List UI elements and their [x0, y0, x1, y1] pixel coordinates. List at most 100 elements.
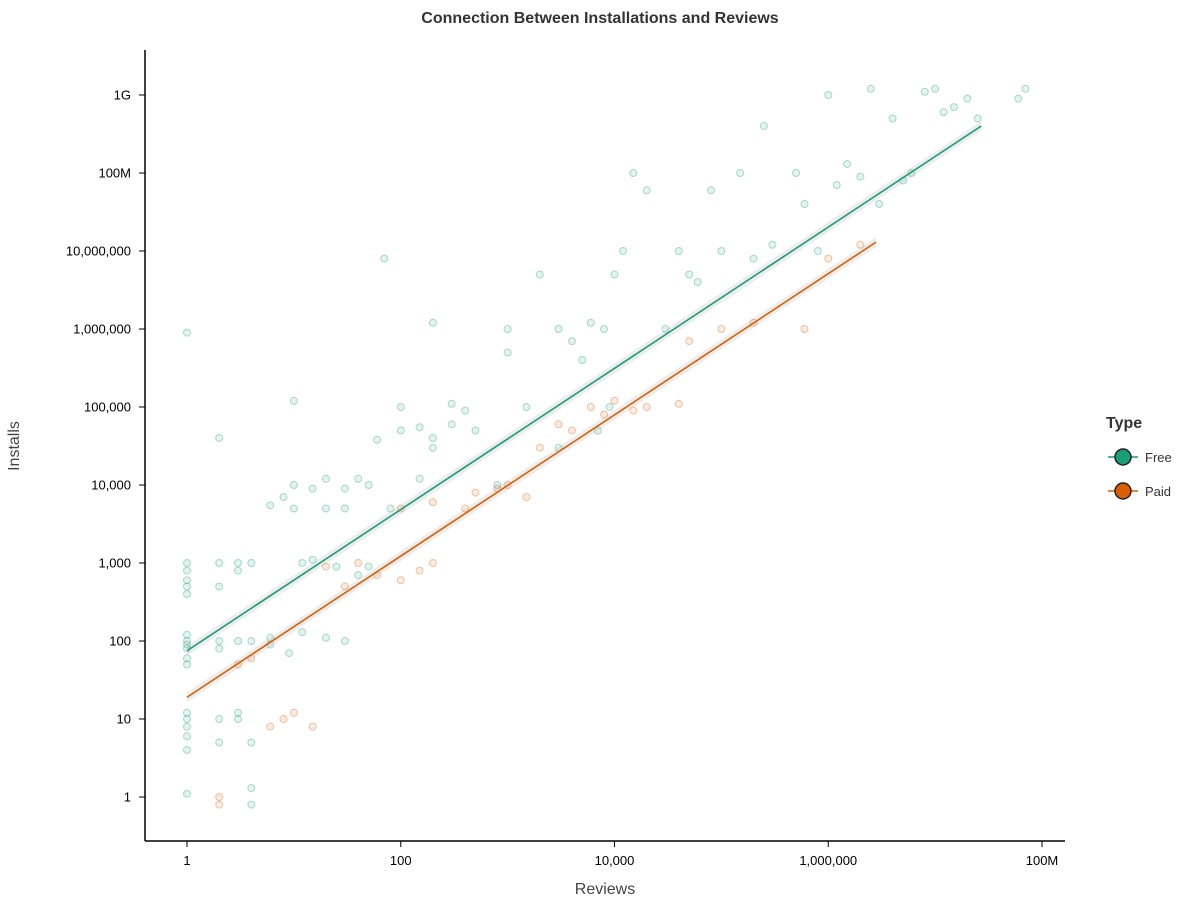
y-tick-label: 100M	[98, 166, 131, 181]
data-point-free	[824, 91, 833, 99]
data-point-free	[813, 247, 822, 255]
x-tick-label: 10,000	[595, 853, 635, 868]
data-point-free	[183, 732, 191, 741]
data-point-free	[234, 566, 242, 575]
data-point-free	[605, 403, 614, 411]
data-point-free	[215, 637, 224, 645]
data-point-free	[308, 484, 317, 493]
data-point-free	[234, 715, 242, 723]
x-axis: 1 100 10,000 1,000,000 100M	[145, 840, 1065, 868]
data-point-paid	[471, 488, 480, 497]
data-point-free	[289, 504, 298, 513]
x-tick-label: 100M	[1026, 853, 1059, 868]
data-point-free	[298, 628, 307, 637]
x-tick-label: 1,000,000	[799, 853, 857, 868]
data-point-free	[535, 270, 544, 279]
data-point-free	[215, 434, 224, 442]
data-point-paid	[856, 240, 865, 249]
data-point-paid	[322, 562, 330, 571]
data-point-free	[285, 649, 293, 658]
data-point-free	[215, 715, 224, 723]
data-point-free	[568, 337, 576, 346]
data-point-free	[396, 403, 405, 411]
data-point-free	[183, 559, 191, 567]
data-point-free	[183, 660, 191, 669]
data-point-free	[396, 426, 405, 435]
y-tick-label: 100	[109, 634, 131, 649]
data-point-paid	[266, 722, 275, 731]
data-point-paid	[685, 337, 694, 346]
data-point-paid	[600, 410, 609, 419]
data-point-paid	[554, 420, 563, 429]
data-point-paid	[568, 426, 576, 435]
data-point-free	[920, 87, 929, 96]
data-point-free	[693, 278, 702, 286]
y-tick-label: 10,000	[91, 478, 131, 493]
data-point-free	[183, 722, 191, 731]
chart-title: Connection Between Installations and Rev…	[421, 10, 779, 27]
data-point-free	[183, 789, 191, 798]
data-point-paid	[674, 399, 683, 408]
data-point-free	[759, 122, 768, 130]
data-point-free	[234, 637, 242, 645]
data-point-free	[386, 504, 395, 513]
legend-item-paid: Paid	[1108, 482, 1171, 500]
data-point-free	[471, 426, 480, 435]
trend-line-free	[186, 125, 982, 652]
data-point-free	[888, 114, 897, 123]
data-point-free	[308, 555, 317, 564]
data-point-free	[183, 637, 191, 645]
data-point-free	[215, 582, 224, 591]
legend-swatch-marker	[1114, 448, 1132, 466]
data-point-free	[685, 270, 694, 279]
data-point-free	[749, 254, 758, 263]
data-point-paid	[800, 325, 809, 333]
y-tick-label: 1,000	[98, 556, 131, 571]
legend-item-free: Free	[1108, 448, 1172, 466]
y-tick-label: 10,000,000	[66, 244, 131, 259]
data-point-free	[215, 738, 224, 747]
data-point-free	[354, 571, 363, 580]
legend-label: Free	[1145, 450, 1172, 465]
data-point-free	[717, 247, 726, 255]
data-point-free	[447, 399, 456, 408]
data-point-paid	[586, 403, 595, 411]
data-point-free	[183, 328, 191, 337]
y-tick-label: 1G	[114, 88, 131, 103]
data-point-free	[428, 318, 437, 327]
data-point-paid	[354, 559, 363, 567]
trend-layer	[186, 121, 982, 703]
data-point-paid	[215, 793, 224, 801]
data-point-free	[183, 630, 191, 639]
y-axis: 1 10 100 1,000 10,000 100,000 1,000,000 10,000,…	[66, 50, 146, 841]
data-point-free	[963, 94, 972, 103]
data-point-paid	[629, 406, 638, 415]
data-point-free	[247, 784, 256, 793]
data-point-free	[234, 559, 242, 567]
data-point-free	[503, 348, 512, 357]
data-point-paid	[215, 800, 224, 809]
data-point-free	[415, 474, 424, 483]
data-point-free	[661, 325, 670, 333]
data-point-free	[340, 637, 349, 645]
data-point-paid	[717, 325, 726, 333]
data-point-free	[354, 474, 363, 483]
data-point-free	[939, 108, 948, 117]
data-point-free	[415, 423, 424, 432]
data-point-free	[674, 247, 683, 255]
data-point-free	[866, 84, 875, 93]
data-point-free	[736, 169, 745, 177]
legend-swatch-marker	[1114, 482, 1132, 500]
data-point-free	[593, 426, 602, 435]
data-point-free	[503, 325, 512, 333]
data-point-free	[183, 640, 191, 649]
points-layer	[183, 84, 1030, 809]
y-tick-label: 10	[117, 712, 131, 727]
data-point-free	[322, 633, 330, 642]
data-point-free	[298, 559, 307, 567]
data-point-free	[856, 172, 865, 181]
data-point-free	[364, 562, 373, 571]
x-tick-label: 1	[183, 853, 190, 868]
legend-label: Paid	[1145, 484, 1171, 499]
data-point-free	[279, 493, 288, 502]
